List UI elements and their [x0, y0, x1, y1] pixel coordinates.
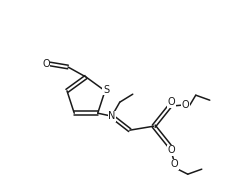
Text: O: O: [182, 100, 190, 110]
Text: O: O: [171, 159, 179, 169]
Text: S: S: [103, 85, 109, 95]
Text: O: O: [168, 145, 176, 155]
Text: O: O: [42, 59, 50, 69]
Text: N: N: [108, 111, 115, 121]
Text: O: O: [168, 97, 176, 107]
